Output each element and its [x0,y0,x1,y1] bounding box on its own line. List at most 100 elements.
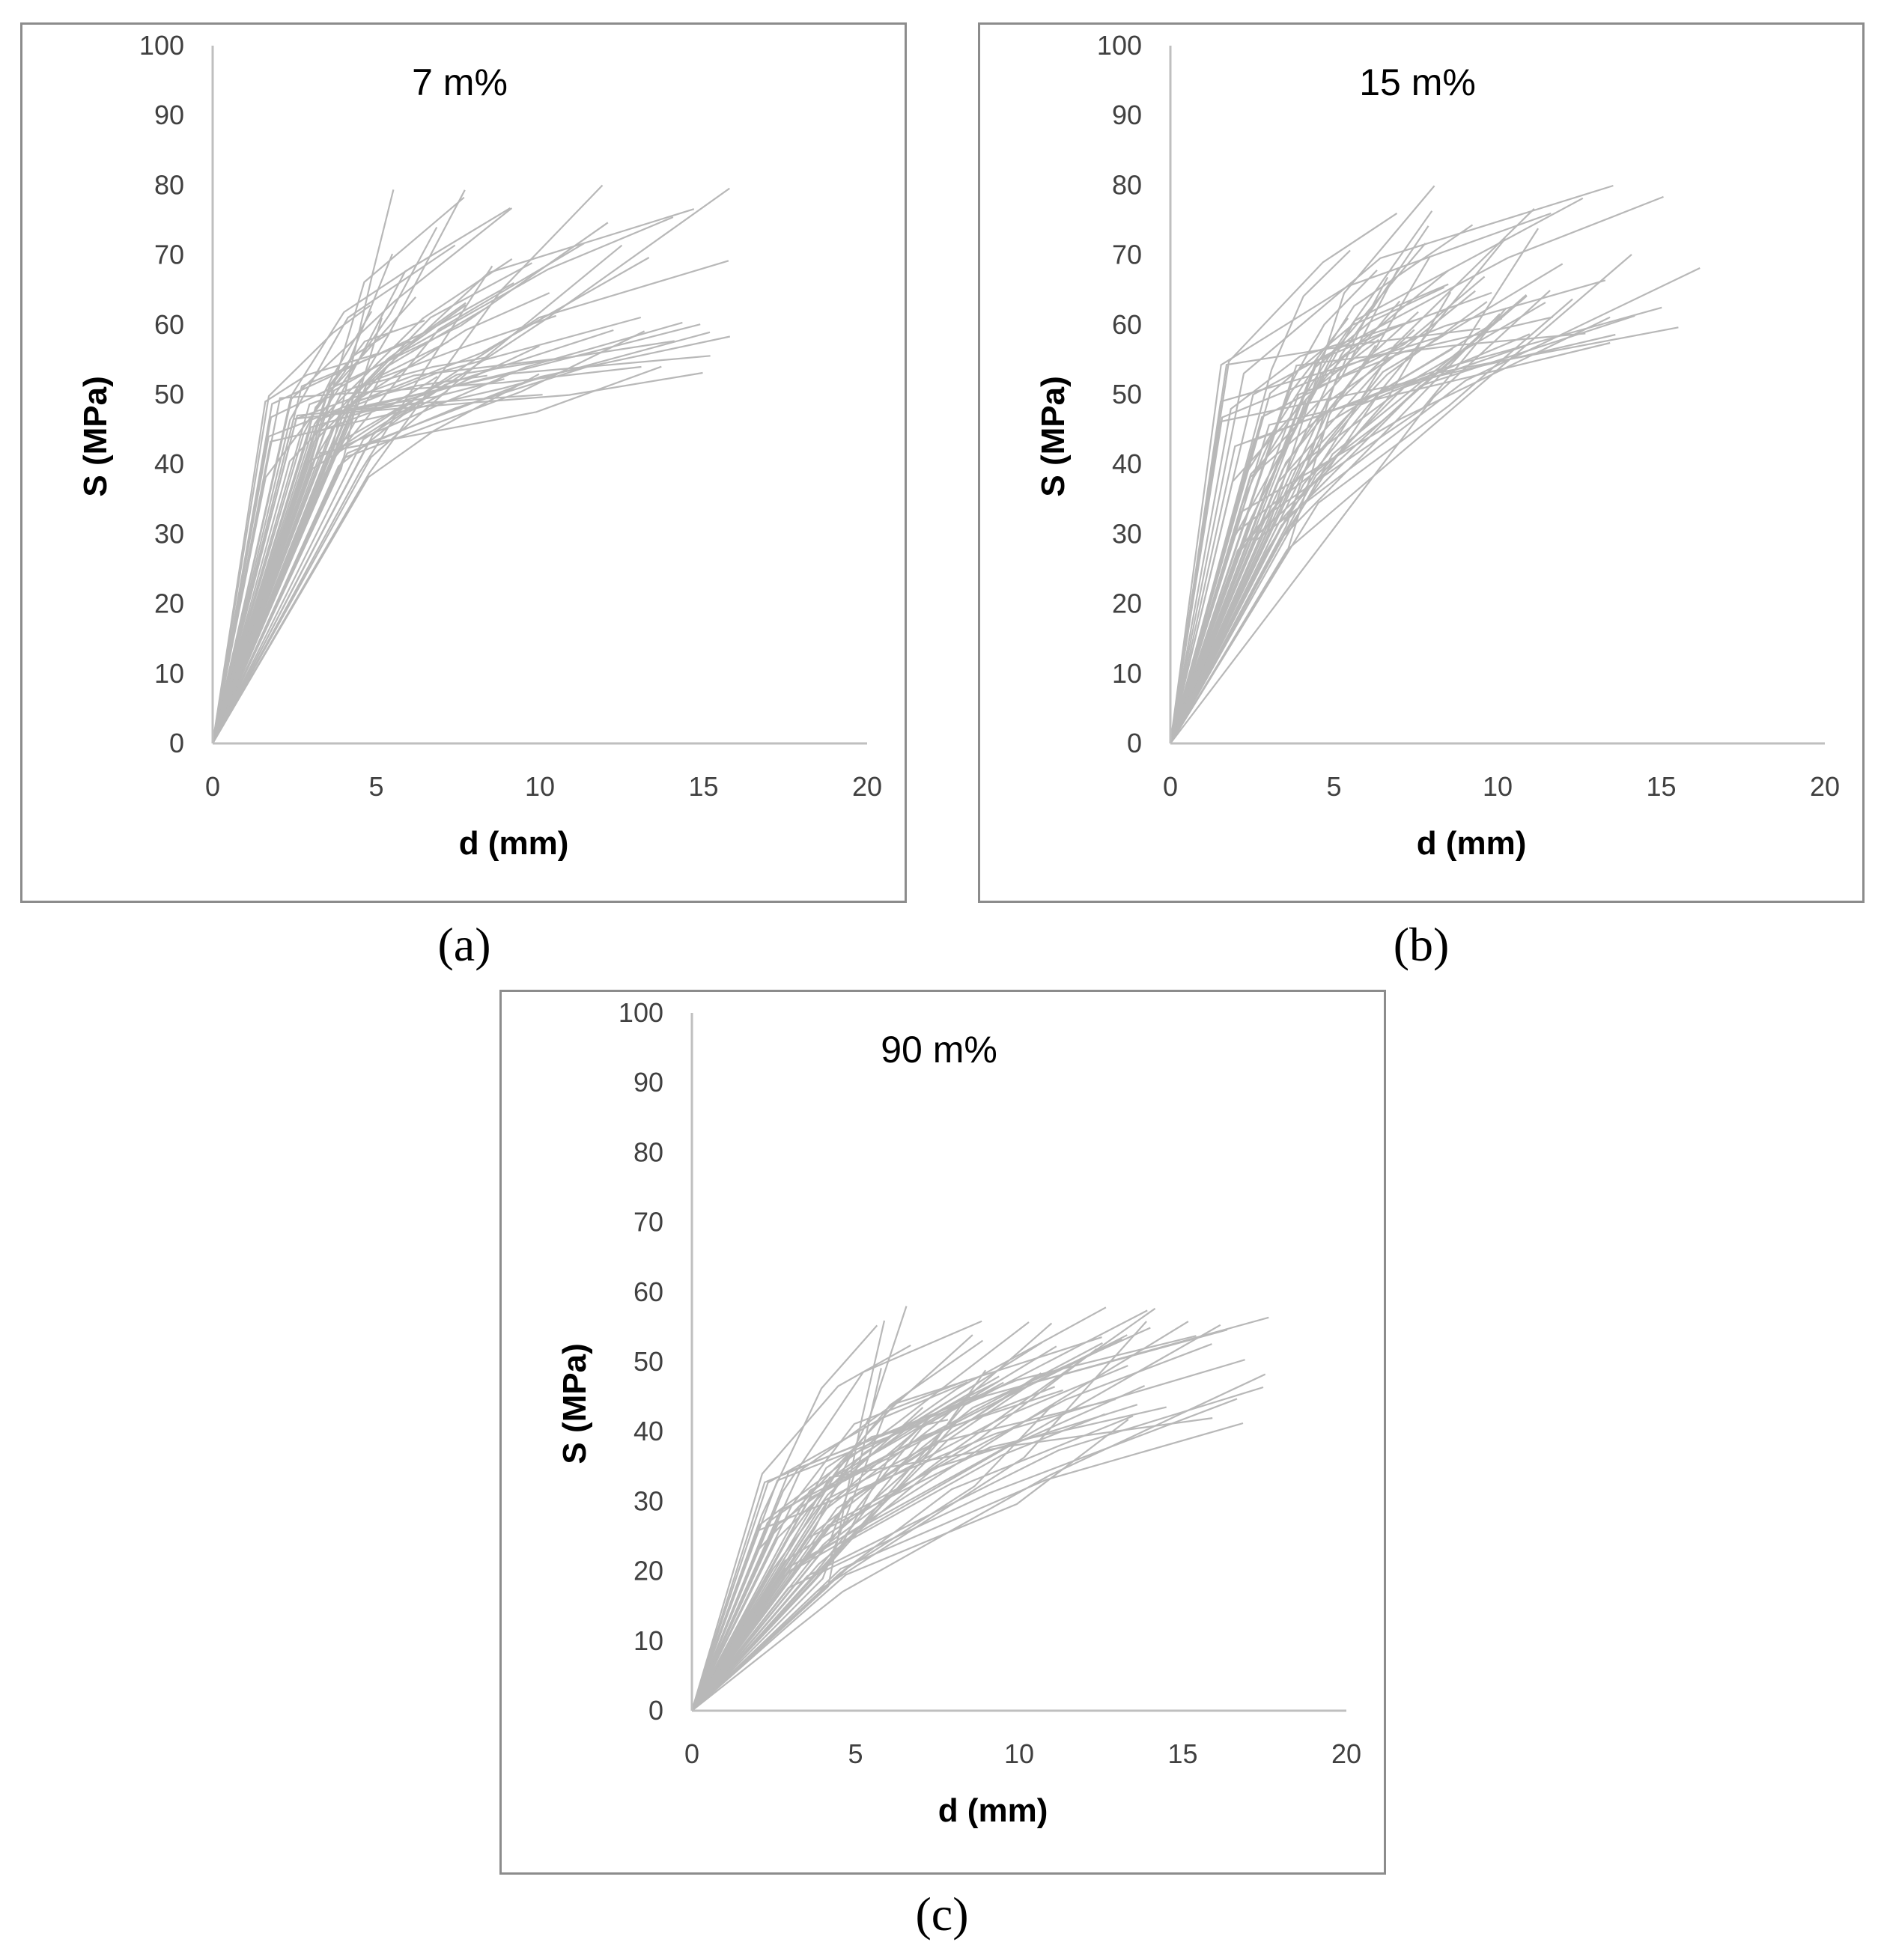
caption-b: (b) [1393,918,1450,971]
series-line [1169,283,1449,744]
chart-title: 15 m% [1359,61,1476,103]
y-tick-label: 90 [633,1067,663,1098]
x-tick-label: 10 [1004,1738,1034,1769]
y-tick-label: 60 [1112,309,1142,340]
series-line [691,1404,1138,1711]
y-tick-label: 10 [633,1625,663,1656]
series-line [1170,290,1551,744]
series-line [691,1415,1134,1711]
series-line [1169,293,1528,744]
y-tick-label: 30 [154,518,184,549]
series-group-b [1169,184,1701,744]
series-line [1169,279,1606,744]
x-tick-label: 5 [368,771,383,802]
x-tick-label: 15 [1646,771,1676,802]
series-line [211,189,466,744]
y-tick-label: 0 [1127,728,1142,758]
y-tick-label: 70 [154,240,184,270]
series-line [1170,228,1540,744]
x-tick-label: 10 [1483,771,1513,802]
series-line [211,244,456,744]
y-tick-label: 20 [633,1556,663,1586]
series-line [691,1399,1116,1711]
x-tick-label: 15 [688,771,718,802]
y-tick-label: 100 [1097,30,1142,61]
y-tick-label: 60 [633,1276,663,1307]
series-line [691,1322,1053,1711]
series-line [691,1419,1129,1711]
series-line [691,1413,935,1711]
series-line [1169,290,1476,744]
series-line [1169,249,1351,744]
series-line [1169,317,1349,744]
y-tick-label: 20 [154,588,184,619]
y-tick-label: 50 [1112,379,1142,410]
y-axis-label: S (MPa) [556,1343,593,1464]
series-line [1169,270,1449,744]
series-line [1169,338,1379,744]
x-tick-label: 5 [1326,771,1341,802]
y-tick-label: 10 [1112,658,1142,689]
series-line [211,390,449,744]
y-axis-label: S (MPa) [77,376,114,496]
series-line [690,1320,982,1711]
y-tick-label: 70 [633,1207,663,1238]
series-line [1169,307,1507,744]
chart-title: 90 m% [881,1029,997,1071]
series-line [1170,237,1507,744]
series-line [211,316,642,744]
y-tick-label: 40 [154,448,184,479]
x-tick-label: 20 [1331,1738,1361,1769]
y-tick-label: 50 [633,1346,663,1377]
x-tick-label: 0 [684,1738,699,1769]
series-line [211,355,711,744]
series-line [211,352,380,744]
y-tick-label: 80 [633,1136,663,1167]
y-tick-label: 70 [1112,240,1142,270]
series-line [1169,185,1435,744]
series-line [1170,347,1453,744]
series-line [211,281,514,744]
series-group-c [690,1306,1269,1711]
y-tick-label: 100 [139,30,184,61]
x-tick-label: 20 [852,771,882,802]
series-line [211,226,438,744]
series-line [691,1386,1264,1711]
y-tick-label: 10 [154,658,184,689]
y-tick-label: 40 [633,1416,663,1446]
series-line [211,208,695,744]
series-line [691,1406,1167,1711]
y-tick-label: 0 [648,1695,663,1726]
x-axis-label: d (mm) [1417,825,1527,862]
chart-c-svg: 0 10 20 30 40 50 60 70 80 90 100 0 5 10 15 20 90 m% d (mm… [556,997,1361,1829]
series-line [690,1335,1197,1711]
series-line [211,253,394,744]
chart-panel-c: 0 10 20 30 40 50 60 70 80 90 100 0 5 10 15 20 90 m% d (mm… [499,990,1386,1875]
chart-panel-a: 0 10 20 30 40 50 60 70 80 90 100 0 5 10 15 20 7 m% d (mm)… [20,22,907,903]
series-line [1169,212,1398,744]
y-tick-label: 30 [633,1485,663,1516]
x-tick-label: 15 [1167,1738,1197,1769]
x-tick-label: 0 [1163,771,1178,802]
series-line [690,1381,968,1711]
chart-panel-b: 0 10 20 30 40 50 60 70 80 90 100 0 5 10 15 20 15 m% d (mm… [978,22,1865,903]
y-tick-label: 80 [154,169,184,200]
series-line [211,216,674,744]
series-line [212,335,731,744]
series-line [211,356,575,744]
series-line [691,1373,1266,1711]
x-tick-label: 20 [1810,771,1840,802]
series-line [211,305,371,744]
series-line [211,341,449,744]
y-tick-label: 90 [1112,100,1142,130]
x-tick-label: 0 [205,771,220,802]
series-line [211,292,550,744]
caption-a: (a) [437,918,491,971]
series-line [691,1320,886,1711]
y-tick-label: 0 [169,728,184,758]
chart-title: 7 m% [412,61,508,103]
y-tick-label: 50 [154,379,184,410]
y-tick-label: 90 [154,100,184,130]
x-axis-label: d (mm) [459,825,569,862]
series-line [1170,208,1535,744]
